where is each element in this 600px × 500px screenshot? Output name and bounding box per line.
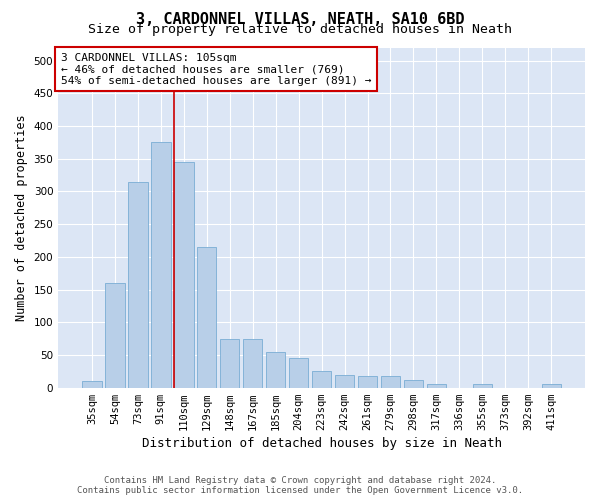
Bar <box>427 384 446 388</box>
Text: Size of property relative to detached houses in Neath: Size of property relative to detached ho… <box>88 22 512 36</box>
Text: 3 CARDONNEL VILLAS: 105sqm
← 46% of detached houses are smaller (769)
54% of sem: 3 CARDONNEL VILLAS: 105sqm ← 46% of deta… <box>61 52 371 86</box>
Bar <box>105 283 125 388</box>
Bar <box>381 376 400 388</box>
Bar <box>473 384 492 388</box>
Bar <box>312 372 331 388</box>
Bar <box>542 384 561 388</box>
Bar <box>82 381 101 388</box>
X-axis label: Distribution of detached houses by size in Neath: Distribution of detached houses by size … <box>142 437 502 450</box>
Y-axis label: Number of detached properties: Number of detached properties <box>15 114 28 321</box>
Bar <box>220 338 239 388</box>
Bar <box>404 380 423 388</box>
Text: 3, CARDONNEL VILLAS, NEATH, SA10 6BD: 3, CARDONNEL VILLAS, NEATH, SA10 6BD <box>136 12 464 28</box>
Bar <box>266 352 286 388</box>
Bar <box>174 162 194 388</box>
Bar <box>289 358 308 388</box>
Text: Contains HM Land Registry data © Crown copyright and database right 2024.
Contai: Contains HM Land Registry data © Crown c… <box>77 476 523 495</box>
Bar <box>151 142 170 388</box>
Bar <box>243 338 262 388</box>
Bar <box>335 374 355 388</box>
Bar <box>358 376 377 388</box>
Bar <box>128 182 148 388</box>
Bar <box>197 247 217 388</box>
